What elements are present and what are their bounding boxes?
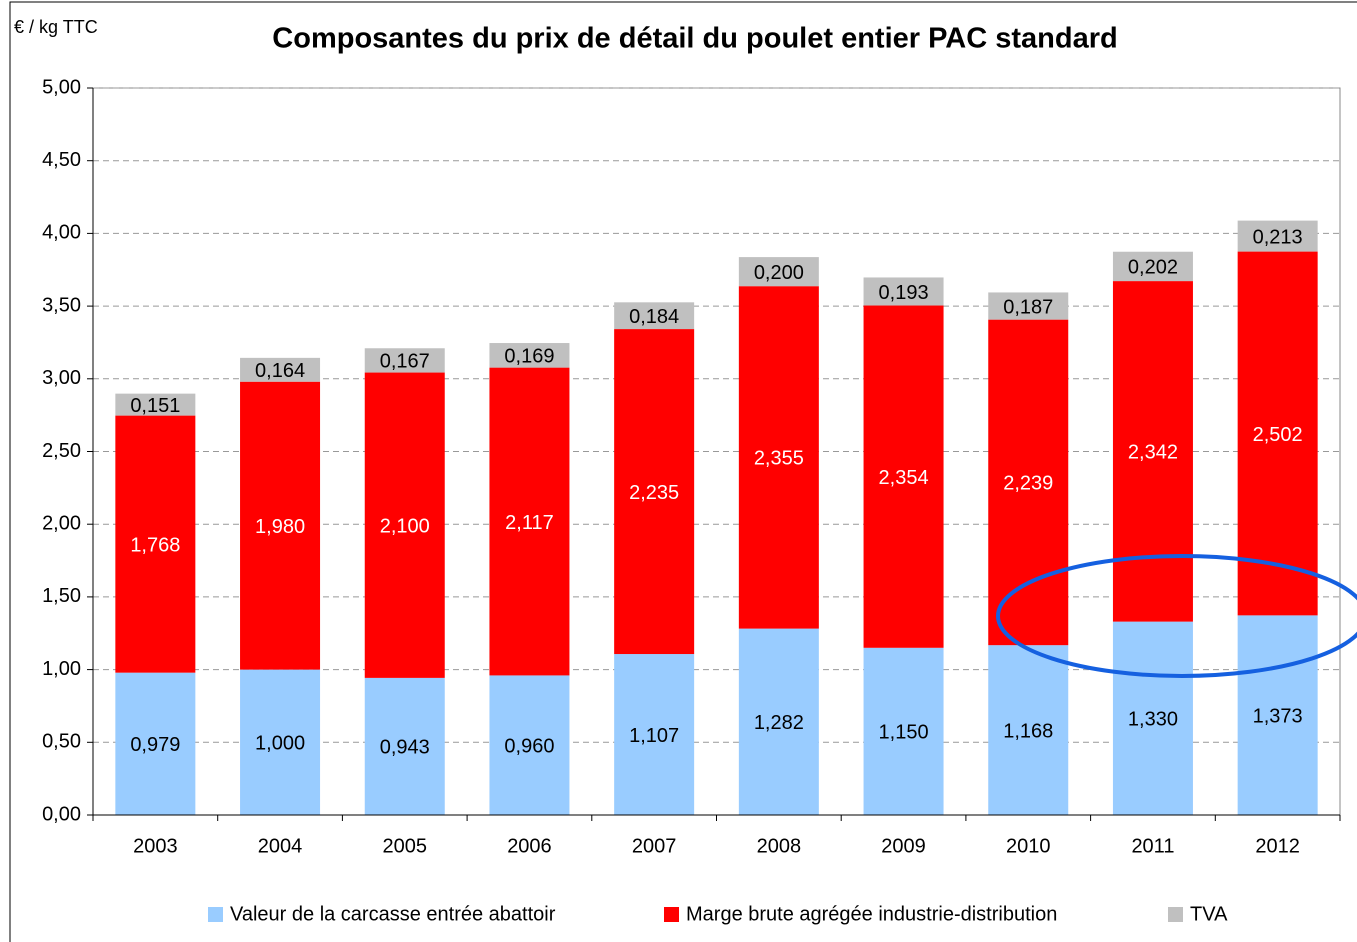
legend-swatch	[1168, 907, 1183, 922]
bar-segment	[489, 675, 570, 815]
bar-segment	[1237, 615, 1318, 815]
value-label: 0,202	[1128, 257, 1178, 279]
bar-segment	[364, 677, 445, 815]
value-label: 2,354	[879, 467, 929, 489]
value-label: 0,167	[380, 351, 430, 373]
value-label: 2,100	[380, 515, 430, 537]
bar-segment	[1112, 251, 1193, 282]
bar-segment	[863, 305, 944, 648]
y-tick-label: 4,00	[42, 222, 81, 244]
legend-swatch	[664, 907, 679, 922]
value-label: 2,342	[1128, 442, 1178, 464]
x-tick-label: 2012	[1255, 835, 1300, 857]
chart-title: Composantes du prix de détail du poulet …	[272, 23, 1117, 55]
value-label: 1,282	[754, 712, 804, 734]
value-label: 1,330	[1128, 709, 1178, 731]
value-label: 1,107	[629, 725, 679, 747]
y-tick-label: 1,50	[42, 585, 81, 607]
y-tick-label: 3,50	[42, 294, 81, 316]
value-label: 0,213	[1253, 226, 1303, 248]
value-label: 2,355	[754, 448, 804, 470]
value-label: 2,239	[1003, 473, 1053, 495]
bar-segment	[364, 372, 445, 678]
bar-segment	[614, 329, 695, 655]
legend-label: TVA	[1190, 903, 1228, 925]
y-tick-label: 0,00	[42, 803, 81, 825]
value-label: 0,193	[879, 282, 929, 304]
y-tick-label: 1,00	[42, 658, 81, 680]
bar-segment	[738, 257, 819, 287]
highlight-ellipse	[996, 554, 1357, 678]
value-label: 0,184	[629, 306, 679, 328]
y-tick-label: 2,00	[42, 512, 81, 534]
y-tick-label: 0,50	[42, 731, 81, 753]
y-tick-label: 4,50	[42, 149, 81, 171]
bar-segment	[240, 381, 321, 670]
x-tick-label: 2004	[258, 835, 303, 857]
y-tick-label: 2,50	[42, 440, 81, 462]
value-label: 0,169	[504, 346, 554, 368]
value-label: 1,373	[1253, 705, 1303, 727]
bar-segment	[115, 415, 196, 673]
value-label: 2,502	[1253, 424, 1303, 446]
x-tick-label: 2005	[383, 835, 428, 857]
bar-segment	[489, 367, 570, 676]
x-tick-label: 2009	[881, 835, 926, 857]
value-label: 2,235	[629, 482, 679, 504]
value-label: 0,943	[380, 737, 430, 759]
x-tick-label: 2003	[133, 835, 178, 857]
x-tick-label: 2006	[507, 835, 552, 857]
value-label: 0,960	[504, 735, 554, 757]
x-tick-label: 2010	[1006, 835, 1051, 857]
value-label: 1,768	[130, 534, 180, 556]
bar-segment	[863, 277, 944, 306]
value-label: 0,164	[255, 360, 305, 382]
legend-label: Marge brute agrégée industrie-distributi…	[686, 903, 1057, 925]
y-tick-label: 5,00	[42, 76, 81, 98]
bar-segment	[489, 343, 570, 368]
bar-segment	[115, 672, 196, 815]
value-label: 0,979	[130, 734, 180, 756]
bar-segment	[614, 302, 695, 330]
bar-segment	[738, 628, 819, 815]
bar-segment	[988, 319, 1069, 646]
x-tick-label: 2008	[757, 835, 802, 857]
bar-segment	[1112, 281, 1193, 622]
y-axis-label: € / kg TTC	[14, 17, 98, 37]
value-label: 2,117	[505, 512, 554, 534]
x-tick-label: 2011	[1131, 835, 1174, 857]
bar-segment	[115, 393, 196, 416]
y-tick-label: 3,00	[42, 367, 81, 389]
bar-segment	[1112, 621, 1193, 815]
bar-segment	[988, 645, 1069, 815]
value-label: 0,151	[130, 395, 180, 417]
value-label: 1,000	[255, 733, 305, 755]
bar-segment	[614, 654, 695, 815]
legend-label: Valeur de la carcasse entrée abattoir	[230, 903, 556, 925]
bar-segment	[240, 669, 321, 815]
x-tick-label: 2007	[632, 835, 677, 857]
bar-segment	[364, 348, 445, 373]
legend-swatch	[208, 907, 223, 922]
value-label: 0,187	[1003, 296, 1053, 318]
bar-segment	[863, 647, 944, 815]
bar-segment	[240, 357, 321, 382]
marks: 0,00 0,50 1,00 1,50 2,00 2,50 3,00 3,50 4,00 4,50…	[42, 76, 1341, 925]
value-label: 1,150	[879, 722, 929, 744]
value-label: 0,200	[754, 262, 804, 284]
value-label: 1,980	[255, 516, 305, 538]
value-label: 1,168	[1003, 720, 1053, 742]
bar-segment	[988, 292, 1069, 320]
bar-segment	[1237, 251, 1318, 616]
bar-segment	[1237, 220, 1318, 252]
bar-segment	[738, 286, 819, 629]
